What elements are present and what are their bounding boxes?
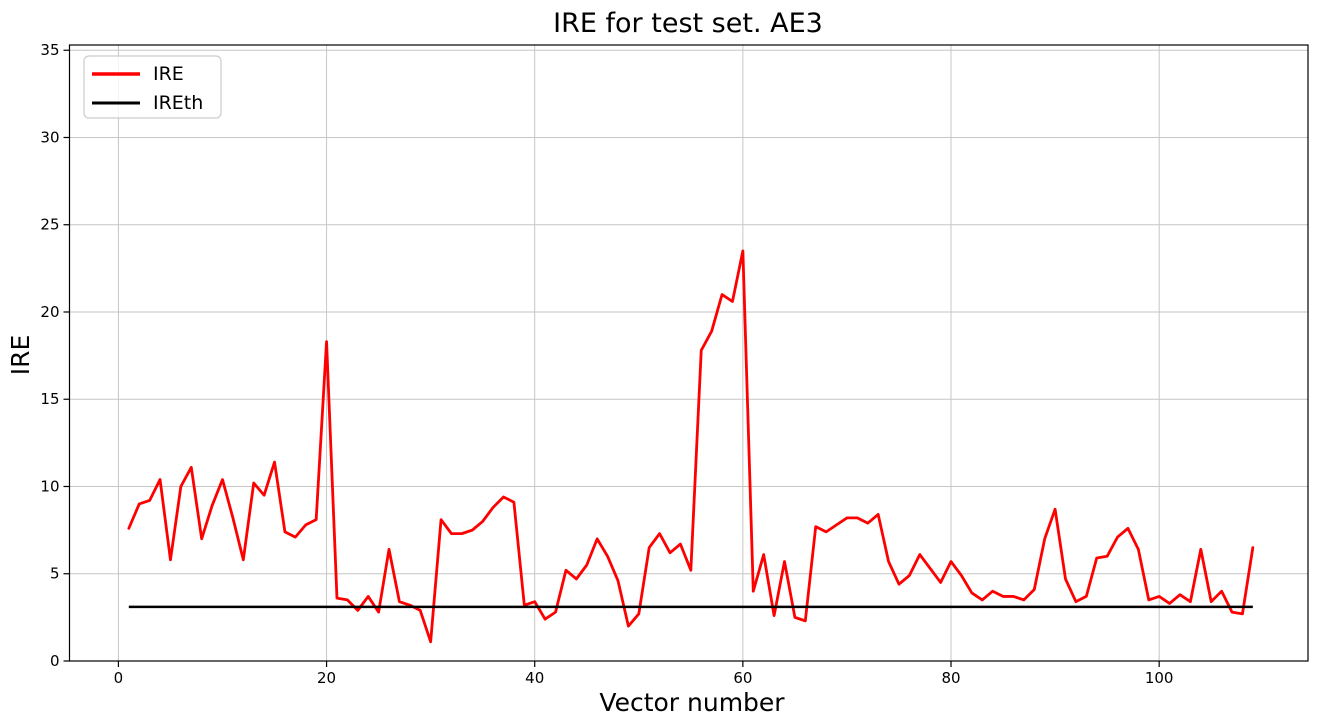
y-tick-label: 5 [50, 565, 60, 583]
y-tick-label: 25 [40, 216, 59, 234]
legend: IRE IREth [83, 55, 222, 119]
x-tick-label: 100 [1145, 669, 1174, 687]
legend-label-ire: IRE [153, 63, 184, 85]
y-tick-label: 35 [40, 41, 59, 59]
chart-title: IRE for test set. AE3 [553, 8, 823, 39]
x-axis-label: Vector number [599, 688, 785, 717]
y-tick-label: 15 [40, 390, 59, 408]
x-tick-label: 80 [941, 669, 960, 687]
grid-layer [69, 45, 1308, 662]
y-axis-label: IRE [6, 335, 35, 376]
y-tick-label: 20 [40, 303, 59, 321]
legend-label-ireth: IREth [153, 92, 203, 114]
y-tick-label: 10 [40, 477, 59, 495]
x-tick-label: 60 [733, 669, 752, 687]
ire-line [127, 249, 1255, 644]
x-tick-label: 20 [317, 669, 336, 687]
x-tick-label: 0 [114, 669, 124, 687]
y-tick-label: 30 [40, 128, 59, 146]
plot-border [68, 44, 1309, 662]
x-tick-label: 40 [525, 669, 544, 687]
series-layer [127, 249, 1255, 644]
axes-layer: 0 20 40 60 80 100 0 5 10 15 20 25 30 35 [40, 41, 1309, 687]
y-tick-label: 0 [50, 652, 60, 670]
